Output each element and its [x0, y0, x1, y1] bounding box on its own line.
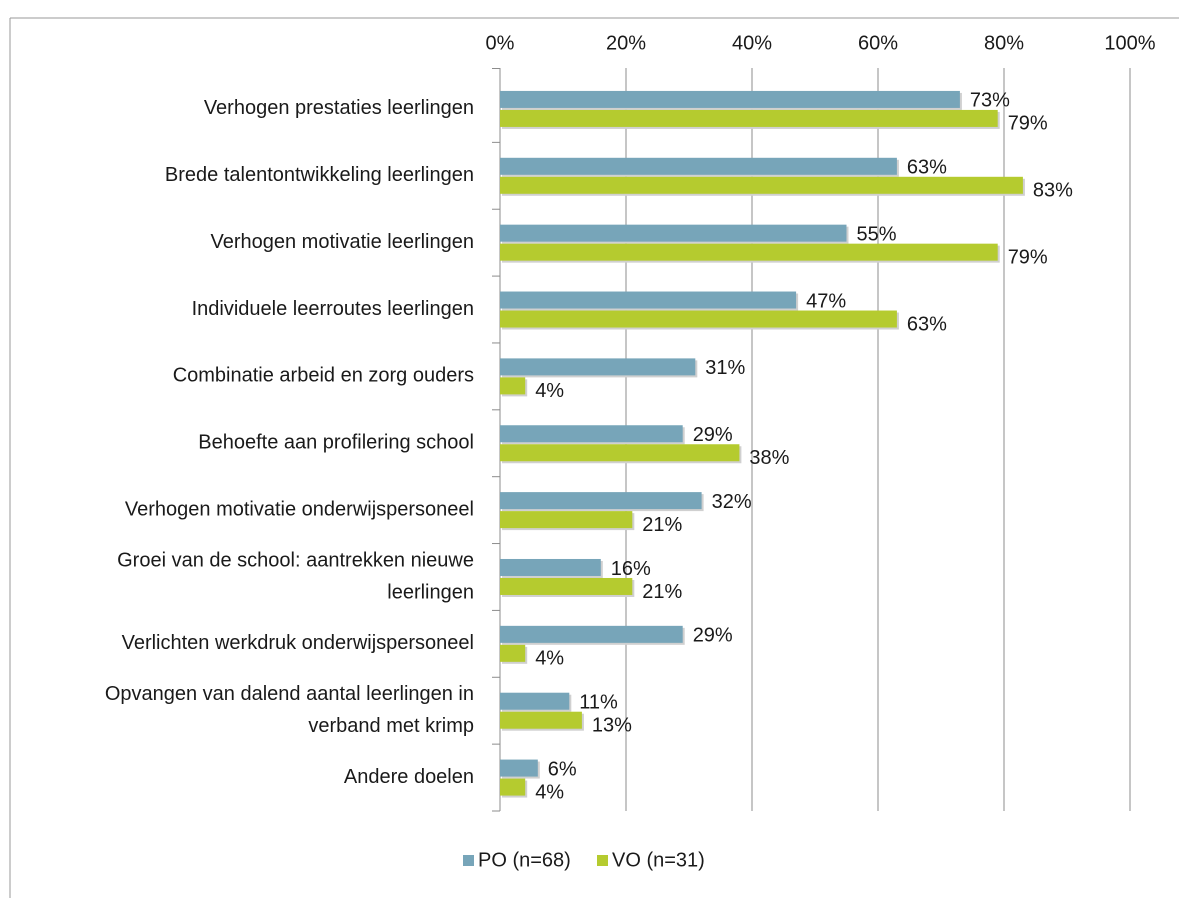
category-label: Combinatie arbeid en zorg ouders — [173, 365, 474, 387]
data-label: 4% — [535, 781, 564, 803]
category-label: verband met krimp — [308, 715, 474, 737]
legend-label: VO (n=31) — [612, 849, 705, 871]
bar — [500, 90, 960, 108]
bar — [500, 759, 538, 777]
data-label: 21% — [642, 581, 682, 603]
bar — [500, 558, 601, 576]
data-label: 29% — [693, 424, 733, 446]
x-tick-label: 20% — [606, 32, 646, 54]
x-tick-label: 100% — [1104, 32, 1155, 54]
data-label: 47% — [806, 290, 846, 312]
data-label: 63% — [907, 157, 947, 179]
bar — [500, 377, 526, 395]
data-label: 79% — [1008, 246, 1048, 268]
bar — [500, 157, 897, 175]
data-label: 16% — [611, 558, 651, 580]
bar — [500, 109, 998, 127]
data-label: 6% — [548, 758, 577, 780]
bar — [500, 644, 526, 662]
bar — [500, 577, 633, 595]
data-label: 13% — [592, 714, 632, 736]
data-label: 83% — [1033, 180, 1073, 202]
x-tick-label: 60% — [858, 32, 898, 54]
bar — [500, 224, 847, 242]
data-label: 21% — [642, 514, 682, 536]
bar — [500, 511, 633, 529]
data-label: 55% — [857, 223, 897, 245]
category-label: Behoefte aan profilering school — [198, 432, 474, 454]
category-label: Verhogen motivatie leerlingen — [210, 231, 474, 253]
category-label: Verhogen motivatie onderwijspersoneel — [125, 498, 474, 520]
bar — [500, 291, 797, 309]
data-label: 79% — [1008, 113, 1048, 135]
category-label: Verlichten werkdruk onderwijspersoneel — [122, 632, 474, 654]
data-label: 32% — [712, 491, 752, 513]
bar — [500, 243, 998, 261]
bar — [500, 625, 683, 643]
category-label: Individuele leerroutes leerlingen — [192, 298, 474, 320]
data-label: 11% — [579, 691, 618, 713]
legend-swatch — [463, 855, 474, 866]
bar — [500, 492, 702, 510]
bar — [500, 692, 570, 710]
data-label: 38% — [749, 447, 789, 469]
category-label: Brede talentontwikkeling leerlingen — [165, 164, 474, 186]
data-label: 4% — [535, 648, 564, 670]
category-label: Andere doelen — [344, 766, 474, 788]
data-label: 63% — [907, 313, 947, 335]
bar — [500, 444, 740, 462]
bar — [500, 358, 696, 376]
data-label: 4% — [535, 380, 564, 402]
category-label: Opvangen van dalend aantal leerlingen in — [105, 683, 474, 705]
legend-label: PO (n=68) — [478, 849, 571, 871]
data-label: 29% — [693, 625, 733, 647]
x-tick-label: 80% — [984, 32, 1024, 54]
bar — [500, 425, 683, 443]
bar — [500, 310, 897, 328]
data-label: 73% — [970, 90, 1010, 112]
x-tick-label: 40% — [732, 32, 772, 54]
bar — [500, 711, 582, 729]
data-label: 31% — [705, 357, 745, 379]
bar — [500, 176, 1023, 194]
legend-swatch — [597, 855, 608, 866]
category-label: Groei van de school: aantrekken nieuwe — [117, 549, 474, 571]
category-label: Verhogen prestaties leerlingen — [204, 97, 474, 119]
category-label: leerlingen — [387, 581, 474, 603]
bar — [500, 778, 526, 796]
x-tick-label: 0% — [486, 32, 515, 54]
